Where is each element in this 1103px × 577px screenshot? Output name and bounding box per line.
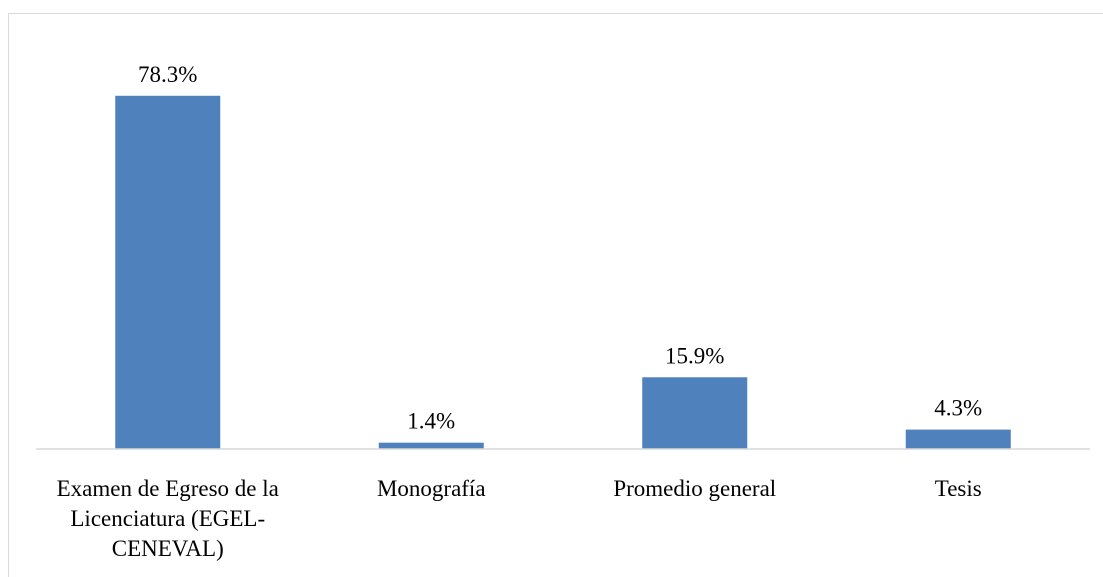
bar (115, 95, 221, 449)
data-label: 1.4% (407, 409, 455, 434)
data-label: 4.3% (934, 396, 982, 421)
data-label: 15.9% (665, 343, 724, 368)
bar (905, 429, 1011, 449)
x-tick-label: Promedio general (613, 476, 777, 501)
data-label: 78.3% (138, 62, 197, 87)
bar (642, 377, 748, 449)
chart-frame (8, 13, 1103, 577)
x-tick-label: Monografía (376, 476, 486, 501)
x-tick-label: Examen de Egreso de la Licenciatura (EGE… (56, 476, 279, 561)
x-tick-label: Tesis (934, 476, 982, 501)
bar (378, 442, 484, 449)
